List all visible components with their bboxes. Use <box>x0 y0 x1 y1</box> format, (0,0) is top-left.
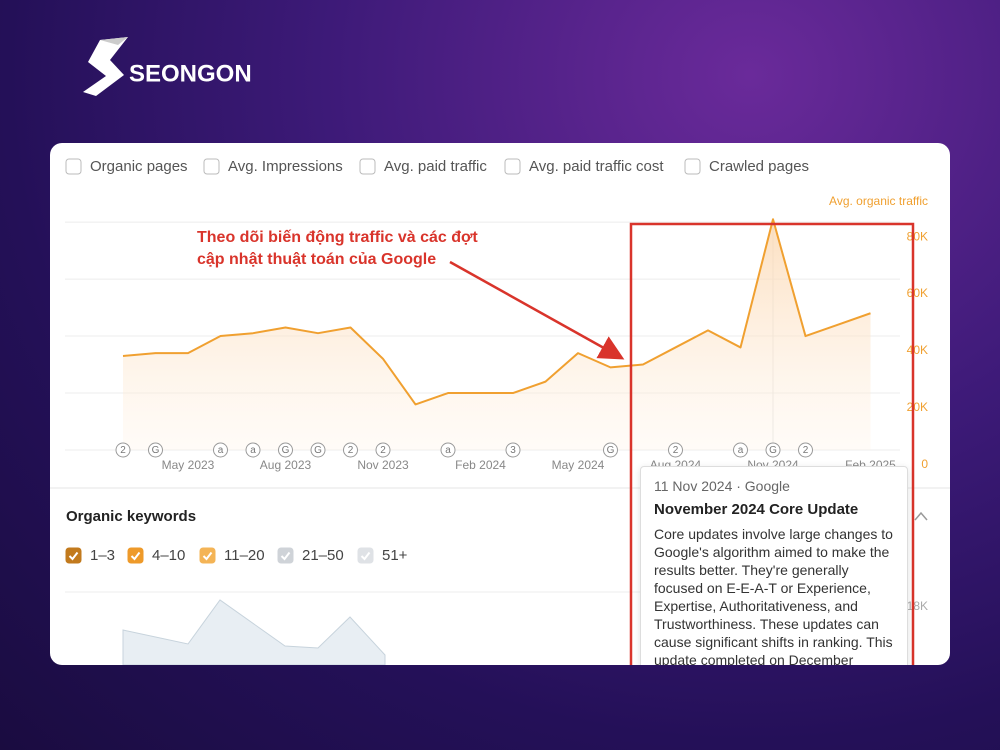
update-marker-label: G <box>314 445 322 456</box>
tooltip-date: 11 Nov 2024 · Google <box>654 478 790 494</box>
update-marker[interactable] <box>440 442 456 458</box>
toggle-label: Avg. Impressions <box>228 158 343 175</box>
toggle-label: Avg. paid traffic <box>384 158 487 175</box>
update-marker-label: 2 <box>673 445 679 456</box>
x-tick-label: May 2023 <box>162 458 215 472</box>
update-marker[interactable] <box>798 442 813 458</box>
checkbox[interactable] <box>357 547 374 564</box>
checkbox[interactable] <box>65 547 82 564</box>
checkbox[interactable] <box>359 158 376 175</box>
collapse-icon[interactable] <box>914 511 928 521</box>
x-tick-label: May 2024 <box>552 458 605 472</box>
update-marker[interactable] <box>375 442 391 458</box>
check-mark <box>68 551 79 561</box>
update-marker[interactable] <box>115 442 131 458</box>
update-marker-label: 3 <box>510 445 516 456</box>
line <box>122 218 871 406</box>
check-mark <box>202 551 213 561</box>
toggle-label: Avg. paid traffic cost <box>529 158 664 175</box>
annotation: cập nhật thuật toán của Google <box>197 251 436 268</box>
y-tick-label: 40K <box>907 343 928 357</box>
update-marker[interactable] <box>733 442 748 458</box>
brand: SEONGON <box>129 60 252 87</box>
update-marker[interactable] <box>765 442 781 458</box>
update-marker-label: a <box>250 445 256 456</box>
header: SEONGON <box>83 37 252 96</box>
update-marker[interactable] <box>213 442 228 458</box>
tooltip-body: Core updates involve large changes to Go… <box>654 526 893 665</box>
filter-label: 1–3 <box>90 547 115 564</box>
update-marker-label: G <box>607 445 615 456</box>
filter-label: 4–10 <box>152 547 185 564</box>
y-tick-label: 60K <box>907 286 928 300</box>
check-mark <box>130 551 141 561</box>
checkbox[interactable] <box>203 158 220 175</box>
y-tick-label: 0 <box>921 457 928 471</box>
update-marker-label: G <box>282 445 290 456</box>
logo-shade <box>100 37 128 45</box>
filter-label: 11–20 <box>224 547 265 564</box>
update-marker-label: 2 <box>120 445 126 456</box>
update-marker[interactable] <box>245 442 261 458</box>
area <box>123 219 871 450</box>
x-tick-label: Aug 2023 <box>260 458 312 472</box>
tooltip: 11 Nov 2024 · Google November 2024 Core … <box>640 466 908 665</box>
annotation: Theo dõi biến động traffic và các đợt <box>197 229 478 246</box>
y-tick-label: 18K <box>907 599 928 613</box>
checkbox[interactable] <box>504 158 521 175</box>
checkbox[interactable] <box>277 547 294 564</box>
checkbox[interactable] <box>684 158 701 175</box>
checkbox[interactable] <box>199 547 216 564</box>
update-marker[interactable] <box>603 442 618 458</box>
x-tick-label: Feb 2024 <box>455 458 506 472</box>
update-marker-label: a <box>445 445 451 456</box>
update-marker[interactable] <box>343 442 358 458</box>
y-tick-label: 20K <box>907 400 928 414</box>
toggle-label: Crawled pages <box>709 158 809 175</box>
filter-label: 21–50 <box>302 547 344 564</box>
update-marker[interactable] <box>505 442 521 458</box>
filter-label: 51+ <box>382 547 408 564</box>
update-marker[interactable] <box>668 442 683 458</box>
update-marker-label: 2 <box>803 445 809 456</box>
y-tick-label: 80K <box>907 229 928 243</box>
update-marker[interactable] <box>278 442 293 458</box>
highlight-box <box>629 222 915 665</box>
check-mark <box>280 551 291 561</box>
update-marker-label: G <box>152 445 160 456</box>
update-marker-label: G <box>769 445 777 456</box>
tooltip-title: November 2024 Core Update <box>654 501 859 518</box>
toggle-label: Organic pages <box>90 158 188 175</box>
card: Avg. organic traffic Organic keywords 18… <box>50 143 950 665</box>
checkbox[interactable] <box>127 547 144 564</box>
logo-mark <box>83 37 128 96</box>
check-mark <box>360 551 371 561</box>
annotation-arrow <box>449 260 625 360</box>
update-marker-label: a <box>218 445 224 456</box>
update-marker-label: 2 <box>380 445 386 456</box>
update-marker[interactable] <box>148 442 163 458</box>
keywords-area <box>122 599 386 665</box>
x-tick-label: Nov 2023 <box>357 458 409 472</box>
update-marker-label: a <box>738 445 744 456</box>
update-marker[interactable] <box>310 442 326 458</box>
update-marker-label: 2 <box>348 445 354 456</box>
panel-title: Organic keywords <box>66 508 196 525</box>
y-axis-label: Avg. organic traffic <box>829 194 928 208</box>
chart: Avg. organic traffic Organic keywords 18… <box>50 158 950 665</box>
checkbox[interactable] <box>65 158 82 175</box>
